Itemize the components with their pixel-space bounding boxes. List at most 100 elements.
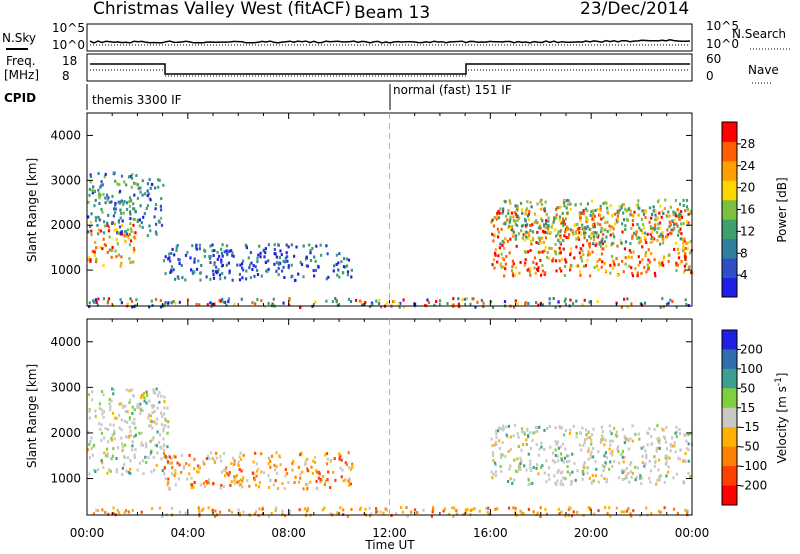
vel-cell <box>608 467 611 471</box>
power-cell <box>146 204 150 208</box>
vel-cell <box>134 433 137 437</box>
power-cell <box>181 276 184 280</box>
power-cell <box>95 246 98 250</box>
power-cell <box>314 300 317 304</box>
power-cell <box>614 212 617 216</box>
power-cell <box>184 253 188 257</box>
power-cell <box>505 255 508 258</box>
power-cell <box>108 235 111 239</box>
vel-cell <box>133 456 136 459</box>
power-cell <box>643 301 647 305</box>
vel-cell <box>583 441 586 445</box>
power-cell <box>149 229 152 233</box>
power-cell <box>494 251 497 255</box>
power-cell <box>594 231 597 235</box>
power-cell <box>149 198 152 202</box>
vel-cell <box>518 467 521 471</box>
vel-cell <box>164 424 167 428</box>
power-cell <box>675 222 678 226</box>
vel-cell <box>676 511 679 515</box>
vel-cell <box>88 472 91 476</box>
power-cell <box>667 253 670 257</box>
power-cell <box>154 207 157 211</box>
vel-cell <box>117 511 121 515</box>
vel-cell <box>684 433 687 437</box>
vel-cell <box>275 506 278 510</box>
vel-cell <box>323 483 326 486</box>
vel-cell <box>338 452 341 456</box>
power-cell <box>683 239 686 243</box>
power-cell <box>621 203 624 207</box>
vel-cell <box>203 484 207 488</box>
vel-cell <box>304 462 307 466</box>
vel-cell <box>154 443 157 447</box>
power-cell <box>143 212 146 216</box>
power-cell <box>638 236 641 240</box>
power-cell <box>586 225 589 229</box>
power-cell <box>554 207 558 211</box>
power-cell <box>257 253 260 257</box>
vel-cell <box>602 469 605 473</box>
power-cell <box>595 242 598 246</box>
power-cell <box>378 298 381 302</box>
power-cell <box>512 230 515 234</box>
power-cell <box>657 235 660 239</box>
vel-cell <box>629 437 632 441</box>
vel-cell <box>311 471 315 475</box>
power-cell <box>559 205 562 209</box>
power-cell <box>256 256 259 260</box>
vel-cell <box>565 460 568 464</box>
vel-cell <box>673 441 676 445</box>
power-cell <box>535 301 538 304</box>
power-cell <box>587 253 590 257</box>
power-cell <box>287 245 290 249</box>
power-cell <box>539 207 543 211</box>
vel-cell <box>155 444 158 448</box>
power-cell <box>582 253 585 257</box>
vel-cell <box>131 405 134 409</box>
power-cell <box>588 300 591 304</box>
power-cell <box>282 265 285 269</box>
vel-cell <box>594 474 597 478</box>
power-cell <box>624 240 628 244</box>
power-cell <box>638 207 641 211</box>
power-cell <box>128 204 132 208</box>
vel-cell <box>545 480 548 484</box>
freq-frame <box>86 53 693 82</box>
vel-cell <box>658 439 661 442</box>
power-cell <box>542 223 546 227</box>
vel-cell <box>129 471 132 475</box>
vel-cell <box>174 472 177 475</box>
power-cell <box>533 212 537 216</box>
power-cell <box>560 269 563 273</box>
power-cell <box>529 249 532 252</box>
power-cell <box>568 233 571 237</box>
vel-cell <box>190 486 193 490</box>
vel-cell <box>163 448 166 452</box>
power-cell <box>558 206 561 209</box>
power-cell <box>150 299 153 303</box>
power-cell <box>213 249 216 252</box>
power-cell <box>674 214 677 218</box>
power-cell <box>643 235 646 239</box>
power-cell <box>101 183 104 187</box>
vel-cell <box>668 456 671 460</box>
vel-cell <box>349 467 352 471</box>
power-cell <box>198 243 201 247</box>
power-cell <box>661 209 664 213</box>
vel-cell <box>672 507 676 511</box>
power-cell <box>225 303 228 307</box>
power-cell <box>314 259 317 263</box>
vel-cell <box>621 468 624 472</box>
power-cell <box>548 301 551 305</box>
vel-cell <box>293 481 296 484</box>
vel-cell <box>326 478 329 482</box>
vel-cell <box>656 424 659 428</box>
vel-cell <box>238 455 241 459</box>
power-cell <box>335 253 338 257</box>
vel-cell <box>306 482 309 486</box>
power-cell <box>680 260 683 263</box>
vel-cell <box>260 470 263 474</box>
vel-cell <box>167 420 170 424</box>
power-cell <box>588 245 591 249</box>
